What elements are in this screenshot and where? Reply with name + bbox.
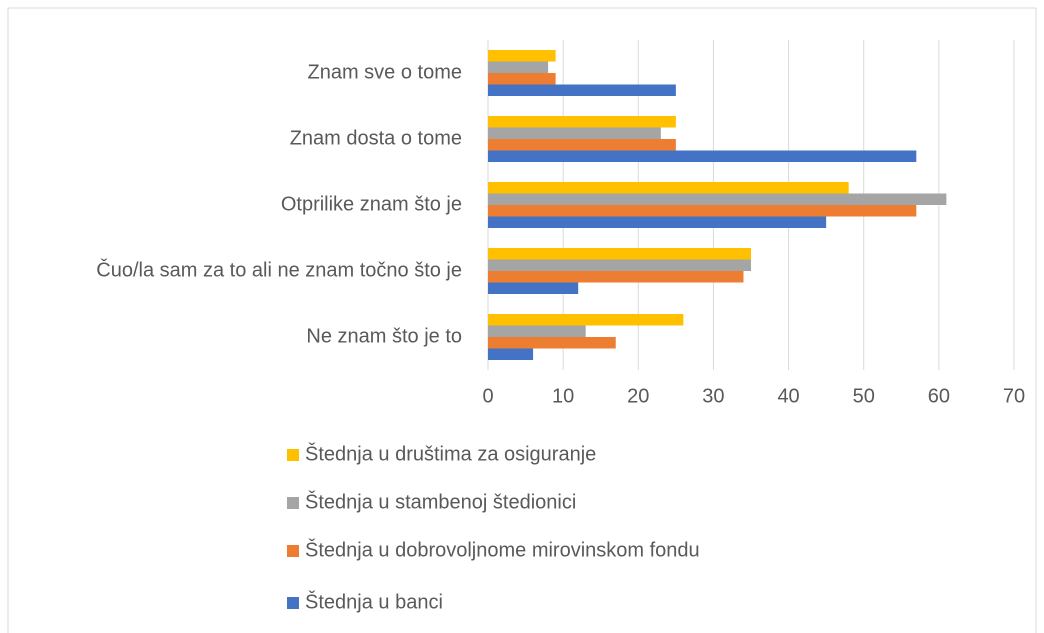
legend-label: Štednja u društima za osiguranje bbox=[305, 442, 596, 465]
x-tick-label: 50 bbox=[853, 385, 875, 407]
x-tick-label: 20 bbox=[627, 385, 649, 407]
legend-label: Štednja u stambenoj štedionici bbox=[305, 490, 576, 513]
bar bbox=[488, 182, 849, 194]
bar bbox=[488, 50, 556, 62]
x-tick-label: 0 bbox=[482, 385, 493, 407]
legend-swatch bbox=[287, 449, 299, 461]
bar bbox=[488, 84, 676, 96]
y-tick-label: Znam dosta o tome bbox=[290, 127, 462, 149]
bar bbox=[488, 150, 917, 162]
bar bbox=[488, 337, 616, 349]
bar bbox=[488, 314, 684, 326]
x-tick-label: 40 bbox=[777, 385, 799, 407]
bar bbox=[488, 116, 676, 128]
bar bbox=[488, 271, 744, 283]
legend-swatch bbox=[287, 497, 299, 509]
bar bbox=[488, 73, 556, 85]
bar bbox=[488, 193, 947, 205]
x-tick-label: 30 bbox=[702, 385, 724, 407]
y-tick-label: Otprilike znam što je bbox=[281, 193, 462, 215]
y-tick-label: Ne znam što je to bbox=[306, 325, 462, 347]
legend-swatch bbox=[287, 545, 299, 557]
y-tick-label: Znam sve o tome bbox=[307, 61, 462, 83]
x-tick-label: 10 bbox=[552, 385, 574, 407]
x-tick-label: 70 bbox=[1003, 385, 1025, 407]
legend-swatch bbox=[287, 597, 299, 609]
bar bbox=[488, 139, 676, 151]
bar bbox=[488, 325, 586, 337]
bar bbox=[488, 61, 549, 73]
bar bbox=[488, 348, 534, 360]
bar bbox=[488, 127, 661, 139]
bar bbox=[488, 205, 917, 217]
y-tick-label: Čuo/la sam za to ali ne znam točno što j… bbox=[96, 258, 462, 281]
bar bbox=[488, 282, 579, 294]
legend-label: Štednja u banci bbox=[305, 590, 443, 613]
bar bbox=[488, 259, 751, 271]
legend-label: Štednja u dobrovoljnome mirovinskom fond… bbox=[305, 538, 700, 561]
bar bbox=[488, 248, 751, 260]
bar bbox=[488, 216, 827, 228]
x-tick-label: 60 bbox=[928, 385, 950, 407]
